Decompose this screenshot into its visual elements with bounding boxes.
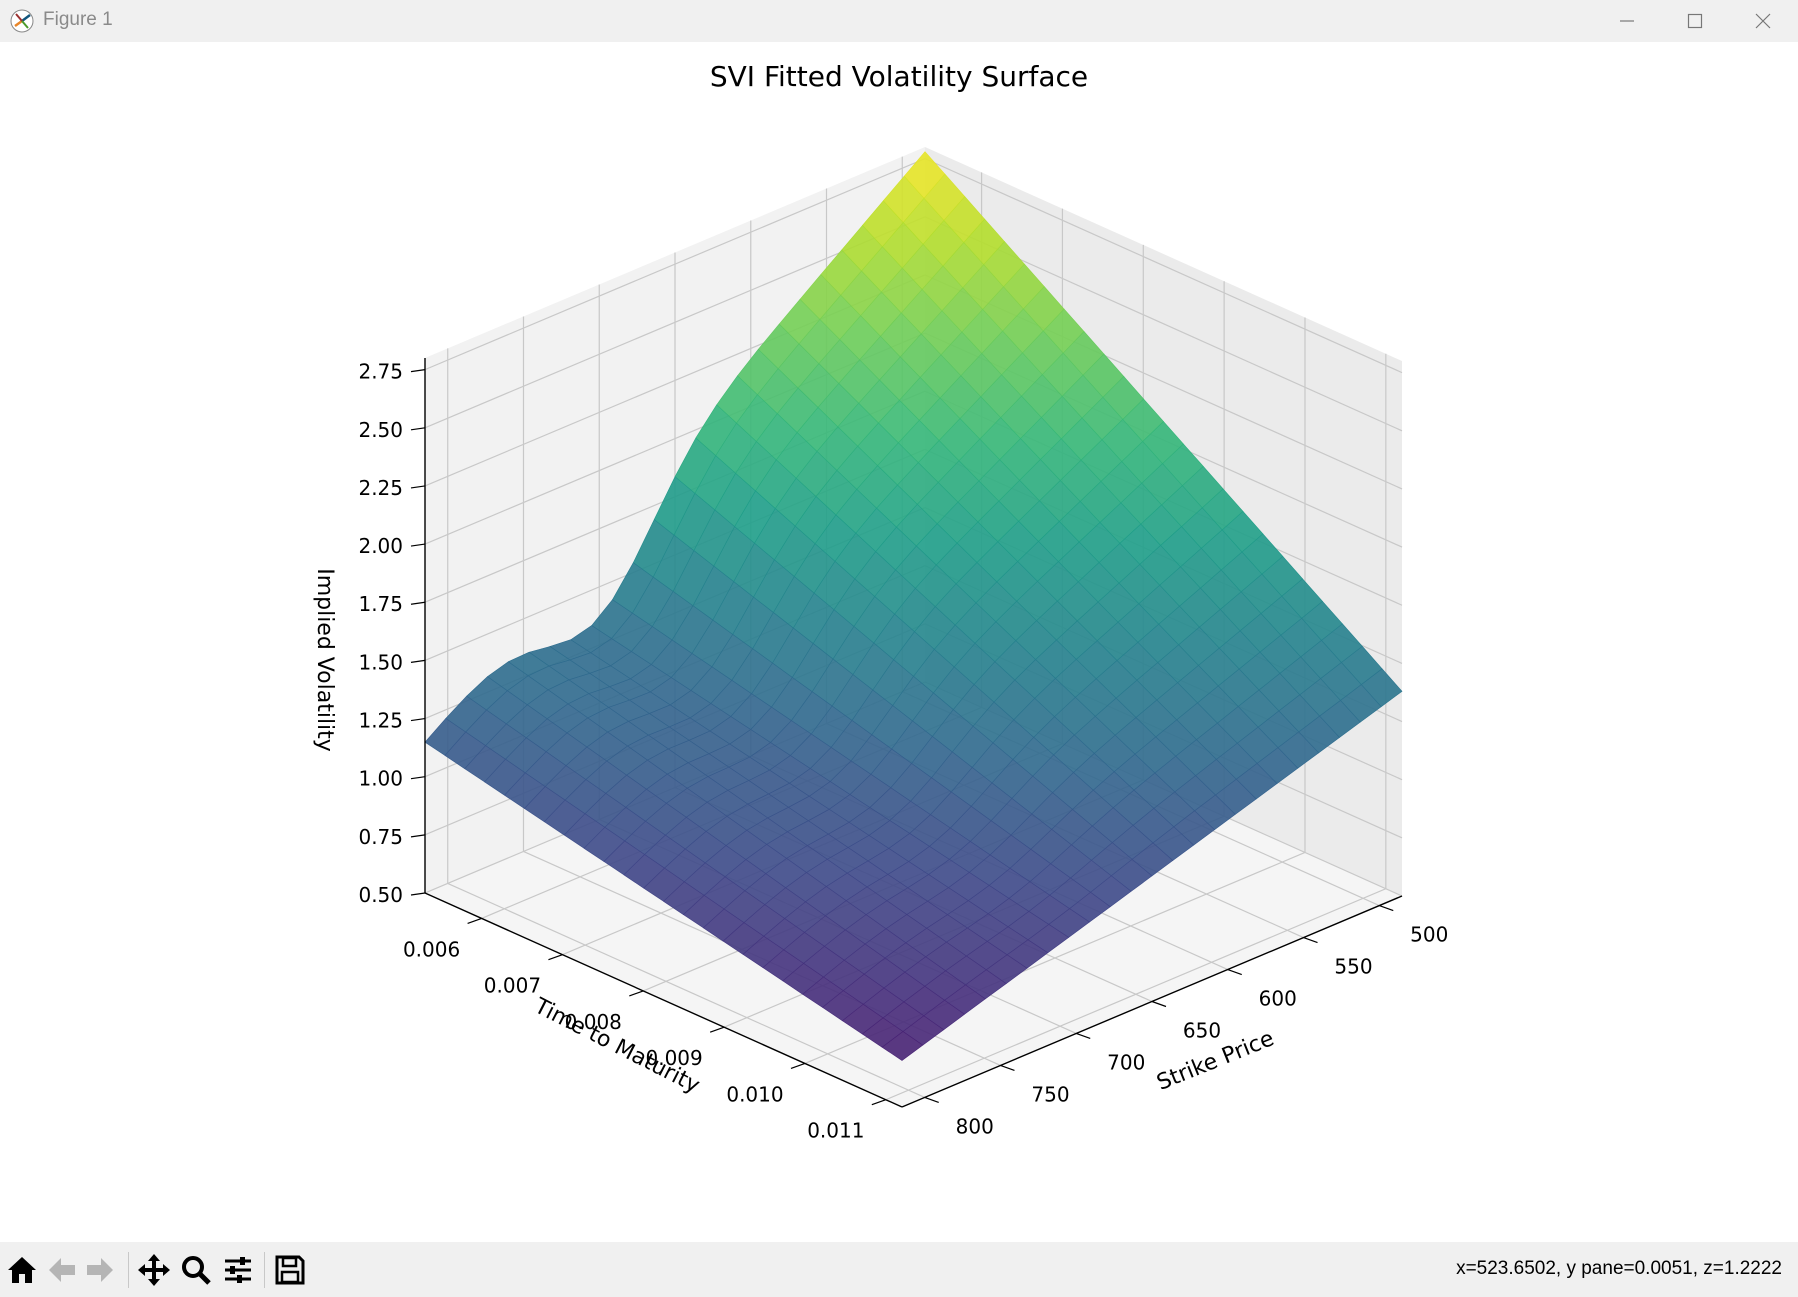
x-tick-label: 750 <box>1031 1082 1069 1106</box>
matplotlib-app-icon <box>10 9 34 33</box>
back-arrow-icon <box>49 1258 75 1282</box>
zoom-magnifier-icon <box>182 1256 211 1285</box>
navigation-toolbar: x=523.6502, y pane=0.0051, z=1.2222 <box>0 1242 1798 1297</box>
figure-canvas[interactable]: SVI Fitted Volatility Surface 500 550 600 6… <box>0 42 1798 1242</box>
x-tick-label: 600 <box>1259 987 1297 1011</box>
z-tick-label: 0.50 <box>358 883 403 907</box>
axis-ticks: 500 550 600 650 700 750 800 0.006 0.007 0.008 0.00… <box>358 360 1448 1143</box>
z-tick-label: 1.75 <box>358 592 403 616</box>
z-tick-label: 1.00 <box>358 767 403 791</box>
y-tick-label: 0.006 <box>403 937 460 961</box>
toolbar-separator <box>264 1252 265 1288</box>
y-tick-label: 0.011 <box>807 1119 864 1143</box>
x-tick-label: 650 <box>1183 1019 1221 1043</box>
x-tick-label: 500 <box>1410 923 1448 947</box>
save-button[interactable] <box>272 1252 308 1288</box>
x-tick-label: 700 <box>1107 1050 1145 1074</box>
close-icon <box>1755 13 1771 29</box>
x-tick-label: 800 <box>956 1114 994 1138</box>
back-button[interactable] <box>44 1252 80 1288</box>
z-tick-label: 2.00 <box>358 534 403 558</box>
forward-arrow-icon <box>87 1258 113 1282</box>
z-tick-label: 1.50 <box>358 650 403 674</box>
z-tick-label: 2.75 <box>358 360 403 384</box>
volatility-surface <box>424 151 1403 1061</box>
minimize-icon <box>1620 20 1634 22</box>
toolbar-separator <box>128 1252 129 1288</box>
configure-subplots-icon <box>225 1257 251 1283</box>
zoom-button[interactable] <box>178 1252 214 1288</box>
z-tick-label: 2.25 <box>358 476 403 500</box>
surface-patch <box>881 1031 924 1061</box>
z-axis-label: Implied Volatility <box>312 568 337 752</box>
pan-button[interactable] <box>136 1252 172 1288</box>
maximize-button[interactable] <box>1660 0 1730 42</box>
y-tick-label: 0.007 <box>484 974 541 998</box>
home-button[interactable] <box>4 1252 40 1288</box>
z-tick-label: 2.50 <box>358 418 403 442</box>
cursor-coordinates-status: x=523.6502, y pane=0.0051, z=1.2222 <box>1456 1258 1782 1279</box>
y-tick-label: 0.008 <box>565 1010 622 1034</box>
minimize-button[interactable] <box>1592 0 1662 42</box>
z-tick-label: 0.75 <box>358 825 403 849</box>
configure-subplots-button[interactable] <box>220 1252 256 1288</box>
forward-button[interactable] <box>82 1252 118 1288</box>
window-title: Figure 1 <box>43 9 113 30</box>
maximize-icon <box>1687 13 1703 29</box>
save-floppy-icon <box>275 1255 305 1285</box>
z-tick-label: 1.25 <box>358 709 403 733</box>
surface-plot[interactable]: SVI Fitted Volatility Surface 500 550 600 6… <box>0 42 1798 1242</box>
chart-title: SVI Fitted Volatility Surface <box>710 60 1088 93</box>
x-tick-label: 550 <box>1334 955 1372 979</box>
close-button[interactable] <box>1728 0 1798 42</box>
y-tick-label: 0.010 <box>726 1082 783 1106</box>
pan-move-icon <box>138 1254 170 1286</box>
window-titlebar: Figure 1 <box>0 0 1798 42</box>
home-icon <box>8 1257 36 1283</box>
y-tick-label: 0.009 <box>646 1046 703 1070</box>
